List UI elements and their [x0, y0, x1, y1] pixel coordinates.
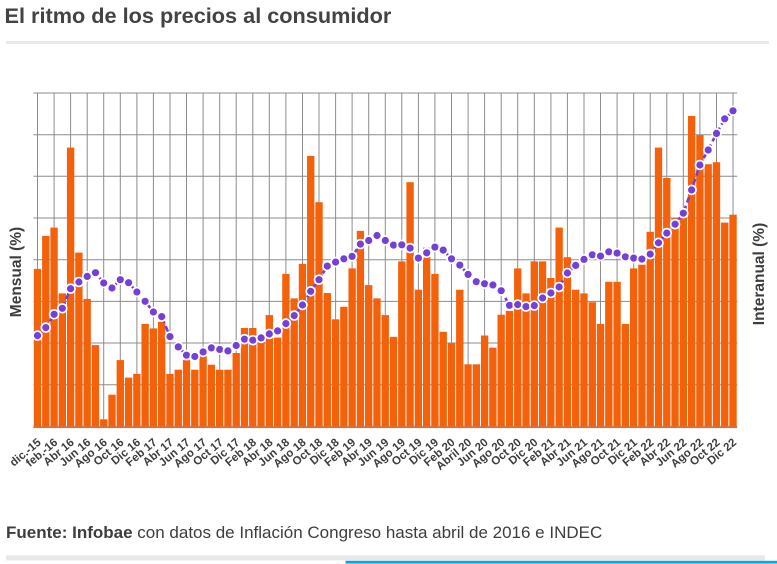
- svg-text:Mensual (%): Mensual (%): [8, 227, 25, 317]
- svg-text:Interanual (%): Interanual (%): [751, 223, 768, 325]
